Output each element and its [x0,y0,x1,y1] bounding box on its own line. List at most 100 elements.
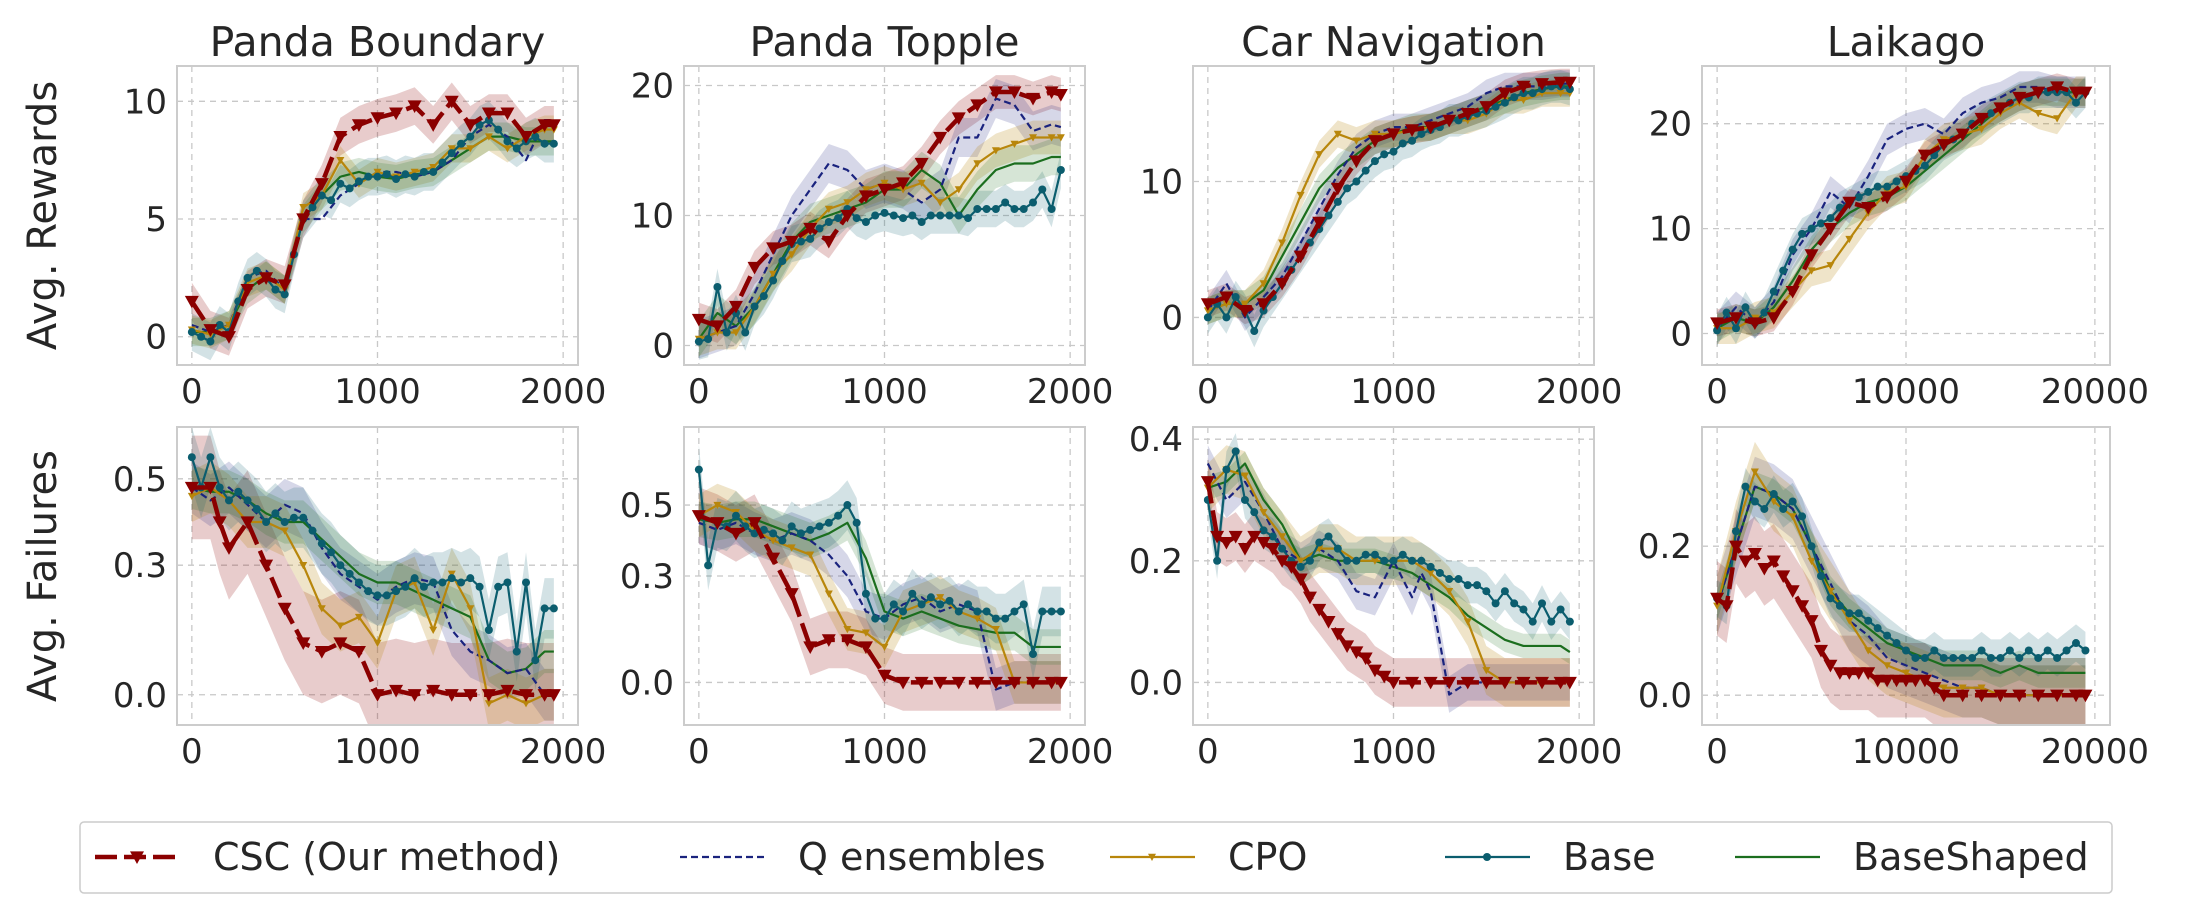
data-point-cpo [1519,96,1528,104]
data-point-csc [1516,676,1531,690]
x-tick-label: 1000 [841,372,928,412]
legend-item-base: Base [1445,835,1656,879]
data-point-base [1482,587,1491,596]
data-point-base [1788,497,1797,506]
data-point-csc [537,689,552,702]
chart-panel: 0 10000 20000 0.0 0.2 [1638,426,2149,772]
data-point-csc [2050,689,2065,703]
data-point-base [954,607,963,616]
data-point-base [1873,182,1882,191]
data-point-cpo [824,590,833,598]
plot-frame [1192,426,1595,726]
data-point-base [234,487,243,496]
data-point-csc [951,112,966,125]
data-point-base [1817,572,1825,580]
data-point-base [973,205,982,213]
data-point-base [926,593,935,602]
data-point-base [317,539,326,548]
data-point-csc [728,300,743,314]
series-band-baseshaped [1207,72,1570,325]
data-point-base [540,604,549,613]
series-line-base [1206,85,1571,333]
data-point-base [522,578,531,587]
data-point-csc [1562,76,1577,90]
data-point-csc [1256,536,1271,550]
data-point-csc [914,676,929,690]
data-point-csc [803,222,818,236]
data-point-base [1854,193,1863,202]
data-point-cpo [880,179,889,187]
data-point-cpo [1902,669,1910,677]
data-point-csc [691,313,706,327]
data-point-cpo [1240,472,1249,480]
data-point-csc [840,209,855,223]
x-tick-label: 2000 [520,372,607,412]
data-point-csc [537,119,552,132]
x-tick-label: 20000 [2041,372,2149,412]
data-point-cpo [2053,115,2062,123]
series-band-base [1717,467,2086,677]
data-point-base [1333,544,1342,553]
data-point-base [271,509,280,518]
data-point-base [945,211,954,220]
data-point-csc [1302,591,1317,605]
data-point-base [1019,600,1028,609]
plot-frame [176,65,579,366]
data-point-cpo [1845,235,1854,244]
series-group [184,82,561,361]
data-point-cpo [1203,307,1212,315]
data-point-cpo [2034,110,2043,118]
data-point-csc [1497,676,1512,690]
series-group [691,444,1068,711]
data-point-base [457,139,466,148]
data-point-base [1408,556,1417,565]
data-point-base [1864,187,1873,196]
data-point-csc [1823,223,1838,236]
series-line-baseshaped [1207,462,1571,653]
data-point-csc [1804,249,1819,262]
data-point-base [2015,653,2024,662]
data-point-csc [1321,616,1336,629]
data-point-base [327,196,336,205]
data-point-base [1029,650,1038,659]
data-point-cpo [824,205,833,213]
series-band-baseshaped [1207,451,1570,665]
data-point-csc [1814,644,1828,658]
data-point-csc [877,183,892,197]
data-point-cpo [447,145,456,153]
data-point-csc [2069,86,2083,100]
data-point-csc [1516,80,1531,94]
data-point-cpo [769,270,778,278]
data-point-csc [1766,312,1781,325]
data-point-base [252,505,261,514]
data-point-base [871,614,880,623]
data-point-cpo [1845,617,1854,625]
data-point-cpo [1750,468,1759,476]
legend-marker [1483,853,1491,861]
data-point-base [1231,447,1240,456]
data-point-base [1473,581,1482,590]
data-point-base [392,587,401,596]
data-point-csc [1870,674,1885,688]
y-tick-label: 0 [145,318,167,358]
x-tick-label: 10000 [1852,372,1960,412]
data-point-base [815,522,824,531]
series-group [1710,441,2093,725]
data-point-base [1315,538,1324,547]
data-point-base [215,483,224,492]
data-point-base [484,625,493,634]
data-point-base [908,589,917,598]
data-point-base [1408,136,1417,145]
plot-frame [1701,65,2111,366]
data-point-base [861,218,870,226]
data-point-cpo [466,605,475,613]
data-point-cpo [1788,513,1797,521]
data-point-base [1370,157,1379,166]
data-point-csc [1889,674,1904,688]
legend-label: CSC (Our method) [213,835,560,879]
data-point-cpo [787,251,796,259]
data-point-base [1278,544,1287,553]
data-point-csc [1710,317,1725,331]
data-point-base [713,283,722,291]
